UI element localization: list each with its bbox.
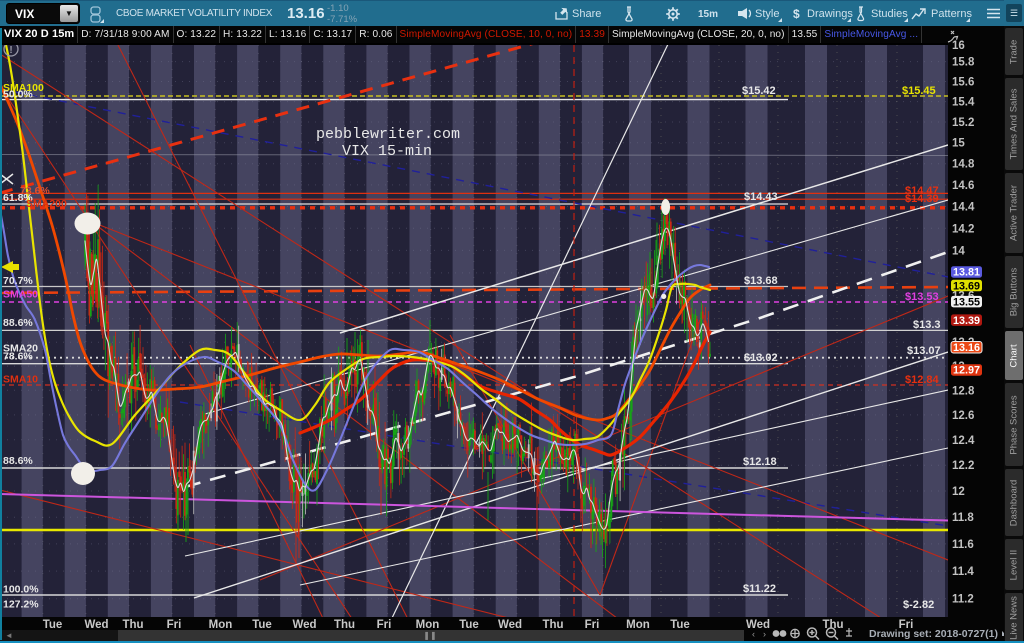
svg-text:pebblewriter.com: pebblewriter.com <box>316 126 460 143</box>
svg-text:73.6%: 73.6% <box>20 185 50 197</box>
svg-text:11.4: 11.4 <box>952 566 974 578</box>
svg-text:14: 14 <box>952 245 965 257</box>
svg-text:14.2: 14.2 <box>952 223 974 235</box>
svg-text:13.69: 13.69 <box>953 280 980 292</box>
svg-text:Thu: Thu <box>122 619 143 631</box>
svg-text:SMA100: SMA100 <box>3 82 44 94</box>
svg-text:13.39: 13.39 <box>953 315 980 327</box>
svg-text:11.8: 11.8 <box>952 512 974 524</box>
svg-text:$15.42: $15.42 <box>742 85 776 97</box>
svg-text:14.4: 14.4 <box>952 201 975 213</box>
svg-text:100.0%: 100.0% <box>3 584 39 596</box>
svg-text:$14.43: $14.43 <box>744 191 778 203</box>
svg-text:Mon: Mon <box>416 619 440 631</box>
svg-text:$13.07: $13.07 <box>907 345 941 357</box>
svg-text:15.4: 15.4 <box>952 97 975 109</box>
svg-text:Drawing set: 2018-0727(1): Drawing set: 2018-0727(1) <box>869 628 998 640</box>
svg-text:$12.84: $12.84 <box>905 374 940 386</box>
svg-text:Tue: Tue <box>670 619 690 631</box>
svg-text:$13.53: $13.53 <box>905 291 939 303</box>
svg-text:Wed: Wed <box>498 619 522 631</box>
svg-text:Thu: Thu <box>334 619 355 631</box>
svg-text:15.8: 15.8 <box>952 57 975 69</box>
svg-text:$14.39: $14.39 <box>905 193 939 205</box>
svg-text:16: 16 <box>952 40 965 52</box>
svg-text:13.81: 13.81 <box>953 267 980 279</box>
svg-text:$12.18: $12.18 <box>743 456 777 468</box>
svg-text:12.6: 12.6 <box>952 410 974 422</box>
svg-text:Mon: Mon <box>626 619 650 631</box>
svg-text:78.6%: 78.6% <box>3 351 33 363</box>
svg-text:13.16: 13.16 <box>953 342 980 354</box>
svg-text:›: › <box>763 629 766 639</box>
svg-text:11.6: 11.6 <box>952 539 974 551</box>
svg-text:50.0%: 50.0% <box>3 89 33 101</box>
svg-text:$15.45: $15.45 <box>902 85 936 97</box>
svg-text:Tue: Tue <box>252 619 272 631</box>
svg-text:88.6%: 88.6% <box>3 455 33 467</box>
svg-text:13.55: 13.55 <box>953 296 980 308</box>
svg-text:SMA20: SMA20 <box>3 343 38 355</box>
svg-text:12.8: 12.8 <box>952 385 975 397</box>
svg-text:$13.68: $13.68 <box>744 275 778 287</box>
svg-text:12.4: 12.4 <box>952 435 975 447</box>
svg-text:70.7%: 70.7% <box>3 275 33 287</box>
svg-text:15.6: 15.6 <box>952 77 974 89</box>
svg-text:12.2: 12.2 <box>952 460 974 472</box>
svg-text:Wed: Wed <box>84 619 108 631</box>
svg-text:Wed: Wed <box>292 619 316 631</box>
svg-text:14.6: 14.6 <box>952 180 974 192</box>
svg-text:◄: ◄ <box>5 631 13 640</box>
svg-text:Mon: Mon <box>209 619 233 631</box>
svg-text:Tue: Tue <box>43 619 63 631</box>
svg-text:Fri: Fri <box>585 619 600 631</box>
svg-text:VIX 15-min: VIX 15-min <box>342 143 432 160</box>
svg-text:12: 12 <box>952 486 965 498</box>
svg-text:Thu: Thu <box>822 619 843 631</box>
svg-text:!: ! <box>9 45 12 56</box>
svg-text:Thu: Thu <box>542 619 563 631</box>
svg-text:127.2%: 127.2% <box>3 599 39 611</box>
svg-text:Tue: Tue <box>459 619 479 631</box>
svg-text:Wed: Wed <box>746 619 770 631</box>
svg-text:$13.02: $13.02 <box>744 352 778 364</box>
svg-text:SMA50: SMA50 <box>3 289 38 301</box>
svg-text:88.6%: 88.6% <box>3 317 33 329</box>
svg-text:15.2: 15.2 <box>952 117 974 129</box>
svg-text:Fri: Fri <box>167 619 182 631</box>
svg-text:61.8%: 61.8% <box>3 192 33 204</box>
svg-text:Fri: Fri <box>377 619 392 631</box>
svg-text:$11.22: $11.22 <box>743 583 776 595</box>
svg-text:Fri: Fri <box>899 619 914 631</box>
svg-text:$: $ <box>793 7 800 21</box>
svg-text:SMA200: SMA200 <box>26 198 67 210</box>
svg-text:$14.47: $14.47 <box>905 185 939 197</box>
svg-text:11.2: 11.2 <box>952 594 974 606</box>
svg-text:$13.3: $13.3 <box>913 319 941 331</box>
svg-text:$-2.82: $-2.82 <box>903 599 934 611</box>
svg-text:15: 15 <box>952 138 965 150</box>
svg-text:‹: ‹ <box>752 629 755 639</box>
svg-text:SMA10: SMA10 <box>3 374 38 386</box>
svg-text:❚❚: ❚❚ <box>423 631 436 640</box>
svg-text:14.8: 14.8 <box>952 159 975 171</box>
svg-text:12.97: 12.97 <box>953 365 980 377</box>
